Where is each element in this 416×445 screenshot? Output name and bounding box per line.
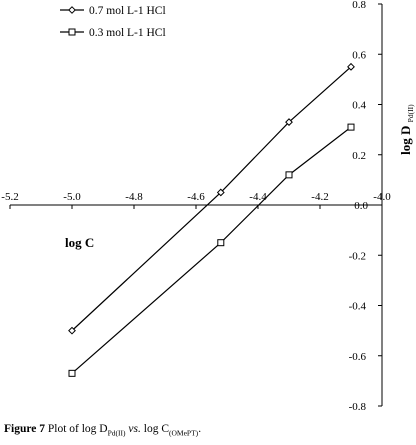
caption-sub-1: Pd(II) (107, 428, 126, 438)
x-axis-title: log C (65, 235, 94, 250)
diamond-marker (68, 326, 76, 335)
square-marker (68, 369, 76, 377)
y-tick-label: -0.6 (349, 351, 367, 363)
y-tick-label: 0.8 (352, 0, 366, 11)
diamond-marker (68, 6, 76, 14)
square-marker (285, 171, 293, 179)
square-marker (217, 239, 225, 247)
x-tick-label: -4.6 (187, 191, 205, 203)
y-tick-label: 0.2 (352, 150, 366, 162)
legend-entry-1: 0.3 mol L-1 HCl (60, 27, 166, 39)
y-tick-label: 0.6 (352, 49, 366, 61)
legend: 0.7 mol L-1 HCl 0.3 mol L-1 HCl (60, 5, 166, 39)
axes: -5.2 -5.0 -4.8 -4.6 -4.4 -4.2 -4.0 -0.8 -0.6 -0.4… (1, 0, 415, 413)
caption-text-2: log C (143, 423, 170, 435)
y-tick-label: -0.2 (349, 250, 366, 262)
series-0 (68, 62, 355, 335)
y-tick-label: 0.0 (354, 200, 368, 212)
diamond-marker (285, 118, 293, 126)
y-axis-title-sub: Pd(II) (406, 104, 415, 122)
caption-figure-label: Figure 7 (4, 423, 45, 435)
legend-entry-0: 0.7 mol L-1 HCl (60, 5, 166, 17)
y-tick-label: 0.4 (352, 100, 366, 112)
diamond-marker (347, 62, 355, 71)
x-tick-label: -4.4 (249, 191, 267, 203)
y-axis-title: log D Pd(II) (398, 104, 415, 155)
x-tick-label: -5.0 (63, 191, 81, 203)
x-tick-label: -5.2 (1, 191, 18, 203)
series-line (71, 126, 352, 374)
series-1 (68, 123, 355, 377)
caption-vs: vs. (128, 423, 141, 435)
series-line (71, 66, 352, 332)
y-axis-title-main: log D (398, 122, 413, 155)
caption-sub-2: (OMePT) (169, 428, 199, 438)
x-tick-label: -4.2 (311, 191, 328, 203)
x-tick-label: -4.0 (373, 191, 391, 203)
caption-text-1: Plot of log D (47, 423, 108, 435)
legend-label: 0.3 mol L-1 HCl (89, 27, 166, 39)
diamond-marker (216, 188, 225, 197)
caption-end: . (198, 423, 202, 435)
y-tick-label: -0.4 (349, 301, 367, 313)
square-marker (347, 123, 355, 131)
x-tick-label: -4.8 (125, 191, 143, 203)
y-tick-label: -0.8 (349, 401, 367, 413)
series-layer (68, 62, 355, 377)
figure-caption: Figure 7 Plot of log DPd(II) vs. log C(O… (4, 423, 201, 437)
square-marker (68, 28, 76, 36)
legend-label: 0.7 mol L-1 HCl (89, 5, 166, 17)
